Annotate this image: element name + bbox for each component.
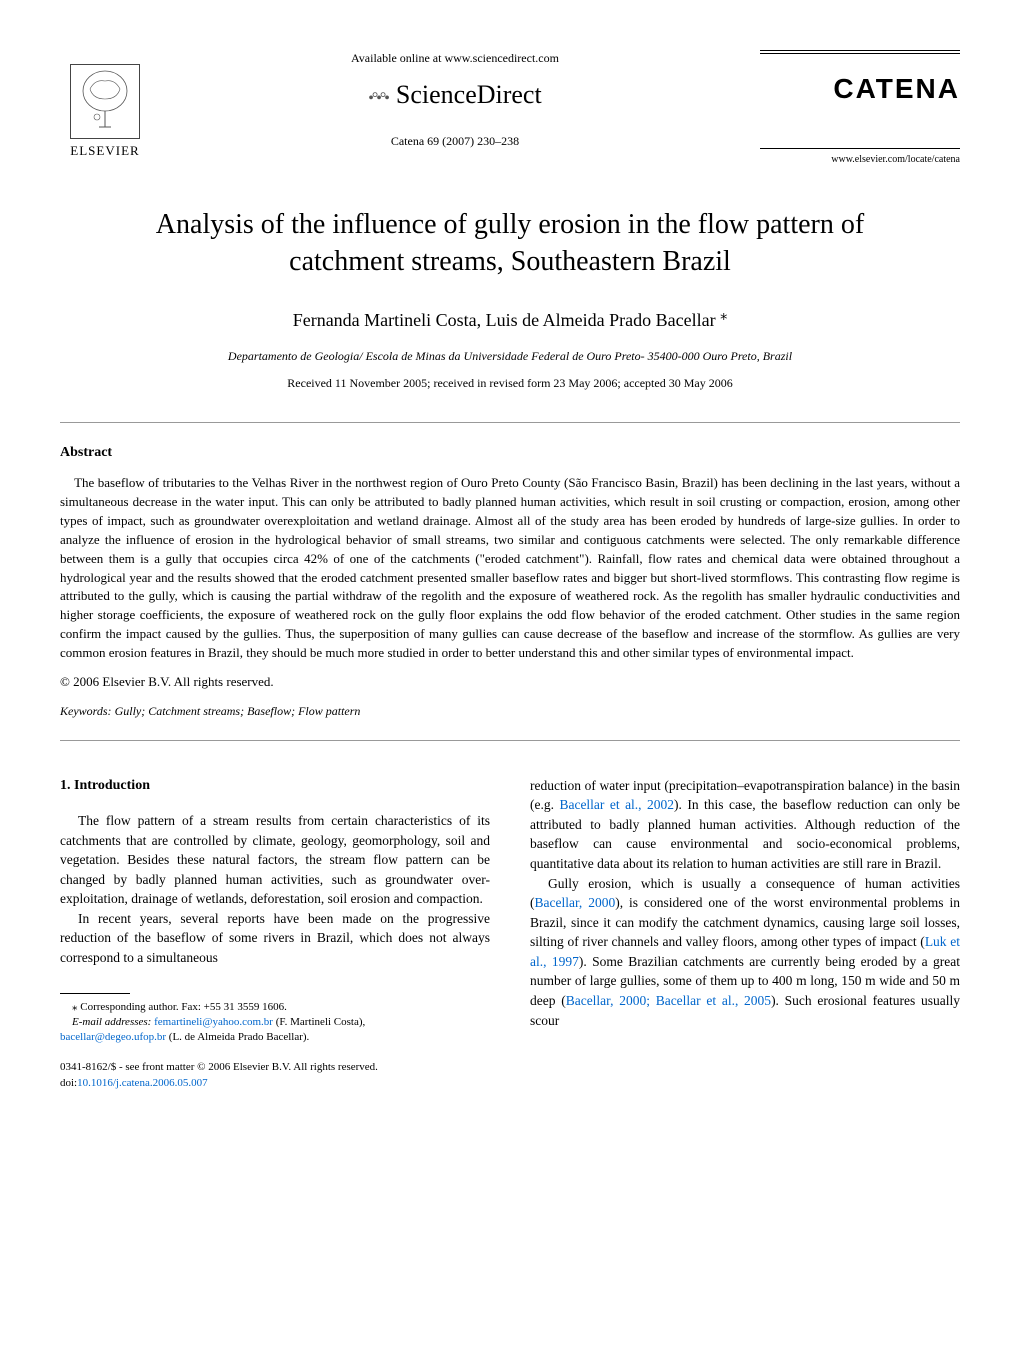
title-line2: catchment streams, Southeastern Brazil bbox=[289, 246, 731, 277]
ref-bacellar-2000[interactable]: Bacellar, 2000 bbox=[535, 895, 616, 910]
left-column: 1. Introduction The flow pattern of a st… bbox=[60, 776, 490, 1092]
keywords-label: Keywords: bbox=[60, 704, 112, 718]
doi-line: doi:10.1016/j.catena.2006.05.007 bbox=[60, 1076, 490, 1092]
elsevier-tree-icon bbox=[70, 64, 140, 139]
authors: Fernanda Martineli Costa, Luis de Almeid… bbox=[60, 305, 960, 333]
article-dates: Received 11 November 2005; received in r… bbox=[60, 375, 960, 392]
intro-p2: In recent years, several reports have be… bbox=[60, 909, 490, 968]
available-online-text: Available online at www.sciencedirect.co… bbox=[170, 50, 740, 67]
abstract-text: The baseflow of tributaries to the Velha… bbox=[60, 474, 960, 662]
author-names: Fernanda Martineli Costa, Luis de Almeid… bbox=[293, 310, 716, 330]
doi-link[interactable]: 10.1016/j.catena.2006.05.007 bbox=[77, 1077, 207, 1089]
doi-label: doi: bbox=[60, 1077, 77, 1089]
journal-url: www.elsevier.com/locate/catena bbox=[760, 153, 960, 167]
copyright: © 2006 Elsevier B.V. All rights reserved… bbox=[60, 673, 960, 691]
email-link-1[interactable]: femartineli@yahoo.com.br bbox=[154, 1016, 273, 1028]
intro-p3: reduction of water input (precipitation–… bbox=[530, 776, 960, 874]
journal-rule-top bbox=[760, 50, 960, 54]
abstract-heading: Abstract bbox=[60, 443, 960, 463]
email-name-2: (L. de Almeida Prado Bacellar). bbox=[166, 1031, 309, 1043]
email-name-1: (F. Martineli Costa), bbox=[273, 1016, 365, 1028]
journal-rule-mid bbox=[760, 148, 960, 149]
sciencedirect-label: ScienceDirect bbox=[396, 80, 542, 109]
elsevier-text: ELSEVIER bbox=[70, 142, 139, 160]
footnote-rule bbox=[60, 993, 130, 994]
intro-p4: Gully erosion, which is usually a conseq… bbox=[530, 874, 960, 1031]
keywords-text: Gully; Catchment streams; Baseflow; Flow… bbox=[112, 704, 361, 718]
citation: Catena 69 (2007) 230–238 bbox=[170, 133, 740, 150]
elsevier-logo: ELSEVIER bbox=[60, 50, 150, 160]
journal-name: CATENA bbox=[760, 69, 960, 108]
title-line1: Analysis of the influence of gully erosi… bbox=[156, 209, 864, 240]
divider bbox=[60, 422, 960, 423]
journal-box: CATENA www.elsevier.com/locate/catena bbox=[760, 50, 960, 167]
sciencedirect-brand: •°•°• ScienceDirect bbox=[170, 77, 740, 113]
abstract-body: The baseflow of tributaries to the Velha… bbox=[60, 475, 960, 660]
right-column: reduction of water input (precipitation–… bbox=[530, 776, 960, 1092]
email-link-2[interactable]: bacellar@degeo.ufop.br bbox=[60, 1031, 166, 1043]
intro-p1: The flow pattern of a stream results fro… bbox=[60, 811, 490, 909]
footnote-email: E-mail addresses: femartineli@yahoo.com.… bbox=[60, 1015, 490, 1030]
ref-bacellar-2000-2005[interactable]: Bacellar, 2000; Bacellar et al., 2005 bbox=[566, 993, 771, 1008]
article-title: Analysis of the influence of gully erosi… bbox=[60, 207, 960, 280]
intro-heading: 1. Introduction bbox=[60, 776, 490, 796]
divider bbox=[60, 740, 960, 741]
email-label: E-mail addresses: bbox=[72, 1016, 151, 1028]
keywords: Keywords: Gully; Catchment streams; Base… bbox=[60, 703, 960, 720]
footnote-email-2: bacellar@degeo.ufop.br (L. de Almeida Pr… bbox=[60, 1030, 490, 1045]
sciencedirect-icon: •°•°• bbox=[368, 88, 388, 110]
header: ELSEVIER Available online at www.science… bbox=[60, 50, 960, 167]
footnote-corresponding: ⁎ Corresponding author. Fax: +55 31 3559… bbox=[60, 1000, 490, 1015]
ref-bacellar-2002[interactable]: Bacellar et al., 2002 bbox=[559, 797, 674, 812]
affiliation: Departamento de Geologia/ Escola de Mina… bbox=[60, 348, 960, 365]
two-column-body: 1. Introduction The flow pattern of a st… bbox=[60, 776, 960, 1092]
header-center: Available online at www.sciencedirect.co… bbox=[150, 50, 760, 150]
corresponding-mark: ⁎ bbox=[720, 307, 727, 323]
issn-line: 0341-8162/$ - see front matter © 2006 El… bbox=[60, 1060, 490, 1076]
